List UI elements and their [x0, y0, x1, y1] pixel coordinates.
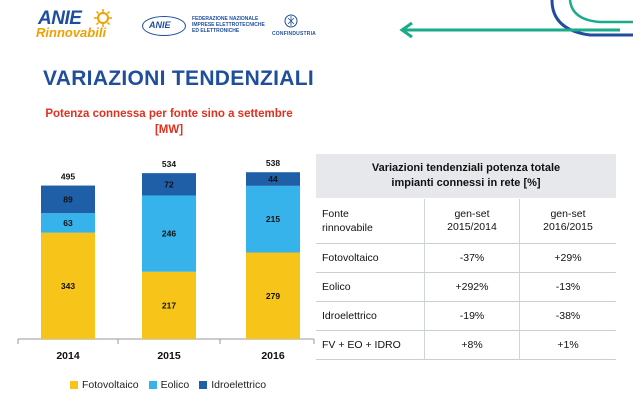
data-label-idroelettrico-2015: 72: [164, 179, 174, 189]
table-title: Variazioni tendenziali potenza totale im…: [316, 154, 616, 199]
table-header-row: Fonte rinnovabile gen-set 2015/2014 gen-se…: [316, 199, 616, 244]
table-row: Idroelettrico -19% -38%: [316, 302, 616, 331]
data-label-idroelettrico-2014: 89: [63, 194, 73, 204]
legend-item-eolico: Eolico: [148, 379, 190, 391]
cell-2016-2015: +1%: [557, 338, 579, 351]
x-tick-label-2014: 2014: [56, 350, 80, 362]
confindustria-text: CONFINDUSTRIA: [272, 31, 316, 37]
col-header-fonte-line1: Fonte: [322, 208, 349, 220]
total-label-2016: 538: [266, 158, 280, 168]
bar-fotovoltaico-2015: [142, 271, 196, 339]
col-header-2015-line1: gen-set: [454, 208, 490, 220]
legend-label-idroelettrico: Idroelettrico: [211, 379, 267, 391]
bar-eolico-2014: [41, 213, 95, 233]
federazione-text: FEDERAZIONE NAZIONALE IMPRESE ELETTROTEC…: [192, 16, 265, 34]
anie-oval-mark: ANIE: [142, 16, 186, 36]
legend-swatch-eolico: [148, 381, 157, 389]
anie-oval-text: ANIE: [149, 20, 171, 30]
bar-idroelettrico-2015: [142, 173, 196, 196]
table-title-line1: Variazioni tendenziali potenza totale: [371, 162, 561, 174]
data-label-fotovoltaico-2016: 279: [266, 291, 280, 301]
anie-federazione-logo: ANIE FEDERAZIONE NAZIONALE IMPRESE ELETT…: [142, 14, 272, 38]
logo-rinnovabili-text: Rinnovabili: [36, 25, 107, 40]
table-body: Fotovoltaico -37% +29% Eolico +292% -13% Idroe…: [316, 244, 616, 360]
bar-idroelettrico-2016: [246, 172, 300, 186]
data-label-eolico-2015: 246: [162, 229, 176, 239]
row-label: Idroelettrico: [322, 310, 377, 322]
sun-icon: [94, 9, 112, 27]
bar-eolico-2016: [246, 185, 300, 253]
chart-unit: [MW]: [154, 124, 184, 136]
x-tick-label-2016: 2016: [261, 350, 285, 362]
stacked-bar-chart: 343 63 89 495 2014 217 246 72 534 2015 279 215 44 538…: [17, 158, 315, 362]
col-header-2015-line2: 2015/2014: [447, 221, 497, 233]
table-title-line2: impianti connessi in rete [%]: [391, 177, 541, 189]
bar-eolico-2015: [142, 195, 196, 272]
chart-legend: Fotovoltaico Eolico Idroelettrico: [70, 379, 276, 391]
legend-item-idroelettrico: Idroelettrico: [199, 379, 266, 391]
table-row: Eolico +292% -13%: [316, 273, 616, 302]
col-header-2015: gen-set 2015/2014: [424, 199, 520, 243]
variation-table: Variazioni tendenziali potenza totale im…: [316, 154, 616, 360]
cell-2016-2015: -38%: [555, 309, 581, 322]
col-header-2016-line2: 2016/2015: [543, 221, 593, 233]
col-header-2016: gen-set 2016/2015: [520, 199, 616, 243]
confindustria-emblem-icon: [284, 14, 298, 28]
legend-label-eolico: Eolico: [160, 379, 190, 391]
data-label-eolico-2014: 63: [63, 218, 73, 228]
confindustria-logo: CONFINDUSTRIA: [272, 14, 316, 40]
anie-rinnovabili-logo: ANIE Rinnovabili: [36, 6, 120, 42]
table-row: FV + EO + IDRO +8% +1%: [316, 331, 616, 360]
col-header-fonte-line2: rinnovabile: [322, 222, 373, 234]
table-row: Fotovoltaico -37% +29%: [316, 244, 616, 273]
legend-swatch-fotovoltaico: [70, 381, 78, 389]
data-label-fotovoltaico-2015: 217: [162, 300, 176, 310]
total-label-2014: 495: [61, 172, 75, 182]
chart-title: Potenza connessa per fonte sino a settem…: [45, 108, 293, 120]
bar-idroelettrico-2014: [41, 185, 95, 214]
cell-2015-2014: -37%: [424, 244, 520, 272]
cell-2016-2015: +29%: [554, 251, 582, 264]
bar-fotovoltaico-2014: [41, 232, 95, 339]
bar-fotovoltaico-2016: [246, 252, 300, 339]
row-label: Fotovoltaico: [322, 252, 379, 264]
col-header-2016-line1: gen-set: [550, 208, 586, 220]
row-label: FV + EO + IDRO: [322, 339, 401, 351]
header-decoration: [399, 0, 633, 39]
legend-item-fotovoltaico: Fotovoltaico: [70, 379, 139, 391]
data-label-eolico-2016: 215: [266, 214, 280, 224]
cell-2016-2015: -13%: [555, 280, 581, 293]
page-title: VARIAZIONI TENDENZIALI: [43, 67, 315, 90]
cell-2015-2014: -19%: [424, 302, 520, 330]
cell-2015-2014: +8%: [424, 331, 520, 359]
data-label-fotovoltaico-2014: 343: [61, 281, 75, 291]
cell-2015-2014: +292%: [424, 273, 520, 301]
col-header-fonte: Fonte rinnovabile: [316, 199, 424, 243]
total-label-2015: 534: [162, 159, 176, 169]
x-tick-label-2015: 2015: [157, 350, 181, 362]
row-label: Eolico: [322, 281, 351, 293]
legend-swatch-idroelettrico: [199, 381, 208, 389]
logo-anie-text: ANIE: [38, 8, 82, 29]
legend-label-fotovoltaico: Fotovoltaico: [82, 379, 139, 391]
data-label-idroelettrico-2016: 44: [268, 174, 278, 184]
